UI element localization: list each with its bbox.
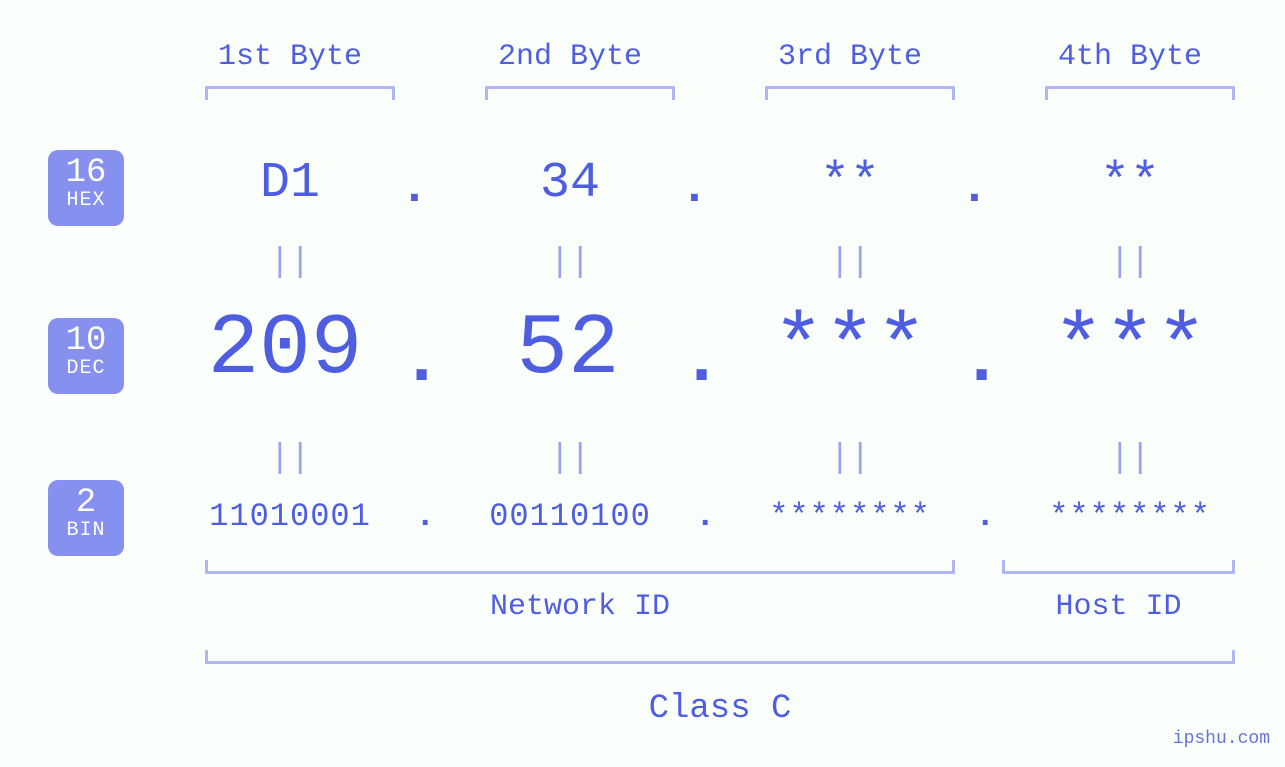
dec-dot-1: . [400,320,443,402]
badge-dec-tag: DEC [48,358,124,379]
ip-bytes-diagram: { "colors": { "background": "#fafffc", "… [0,0,1285,767]
badge-bin: 2 BIN [48,480,124,556]
watermark: ipshu.com [1173,729,1270,749]
badge-hex-tag: HEX [48,190,124,211]
badge-bin-tag: BIN [48,520,124,541]
eq-icon: || [180,244,400,282]
bracket-class [205,650,1235,664]
bracket-byte-3 [765,86,955,100]
byte-header-4: 4th Byte [1020,40,1240,74]
label-class: Class C [205,690,1235,728]
byte-header-1: 1st Byte [180,40,400,74]
hex-dot-1: . [400,162,429,216]
label-host-id: Host ID [1002,590,1235,624]
dec-byte-2: 52 [438,300,698,398]
bracket-network [205,560,955,574]
eq-icon: || [740,244,960,282]
dec-dot-2: . [680,320,723,402]
bin-byte-4: ******** [1015,498,1245,535]
bin-byte-2: 00110100 [455,498,685,535]
eq-icon: || [460,440,680,478]
eq-icon: || [1020,440,1240,478]
bin-dot-3: . [975,498,995,536]
dec-byte-4: *** [1000,300,1260,398]
bin-byte-1: 11010001 [175,498,405,535]
label-network-id: Network ID [205,590,955,624]
bin-dot-1: . [415,498,435,536]
hex-dot-2: . [680,162,709,216]
bracket-byte-1 [205,86,395,100]
hex-dot-3: . [960,162,989,216]
dec-dot-3: . [960,320,1003,402]
badge-dec: 10 DEC [48,318,124,394]
bin-byte-3: ******** [735,498,965,535]
eq-icon: || [1020,244,1240,282]
bracket-host [1002,560,1235,574]
bracket-byte-2 [485,86,675,100]
hex-byte-3: ** [740,155,960,212]
badge-hex: 16 HEX [48,150,124,226]
dec-byte-3: *** [720,300,980,398]
eq-icon: || [740,440,960,478]
dec-byte-1: 209 [155,300,415,398]
bracket-byte-4 [1045,86,1235,100]
hex-byte-4: ** [1020,155,1240,212]
eq-icon: || [180,440,400,478]
byte-header-3: 3rd Byte [740,40,960,74]
bin-dot-2: . [695,498,715,536]
badge-bin-num: 2 [48,486,124,522]
badge-hex-num: 16 [48,156,124,192]
eq-icon: || [460,244,680,282]
hex-byte-2: 34 [460,155,680,212]
byte-header-2: 2nd Byte [460,40,680,74]
badge-dec-num: 10 [48,324,124,360]
hex-byte-1: D1 [180,155,400,212]
